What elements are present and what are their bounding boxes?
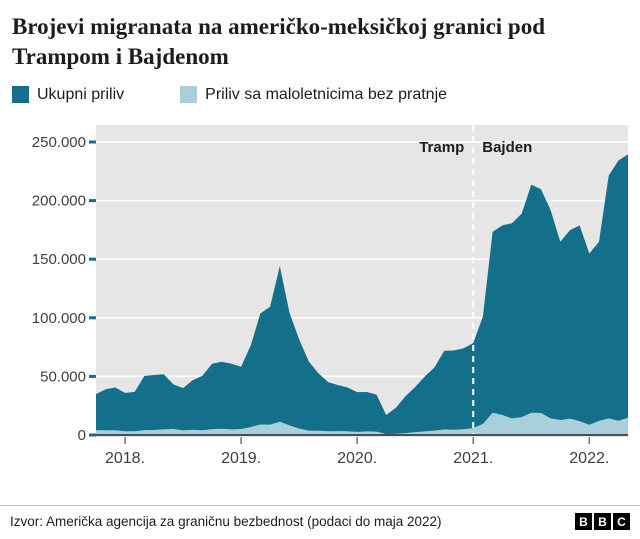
legend: Ukupni priliv Priliv sa maloletnicima be… <box>12 84 628 106</box>
footer: Izvor: Američka agencija za graničnu bez… <box>0 505 640 539</box>
source-text: Izvor: Američka agencija za graničnu bez… <box>10 514 442 529</box>
bbc-logo-block-b2: B <box>594 513 611 530</box>
annotation-bajden: Bajden <box>482 139 532 156</box>
x-tick-label: 2019. <box>221 450 261 467</box>
legend-item-minors: Priliv sa maloletnicima bez pratnje <box>180 86 447 104</box>
x-tick-label: 2018. <box>105 450 145 467</box>
y-tick-mark <box>89 257 96 261</box>
legend-label-minors: Priliv sa maloletnicima bez pratnje <box>205 85 448 103</box>
annotation-tramp: Tramp <box>419 139 464 156</box>
area-unaccompanied-minors <box>96 412 628 435</box>
y-tick-label: 50.000 <box>40 368 86 385</box>
y-tick-label: 150.000 <box>32 251 86 268</box>
y-tick-mark <box>89 316 96 320</box>
bbc-logo: B B C <box>575 513 630 530</box>
legend-label-total: Ukupni priliv <box>37 85 125 103</box>
bbc-logo-block-b1: B <box>575 513 592 530</box>
y-tick-mark <box>89 374 96 378</box>
y-tick-label: 200.000 <box>32 192 86 209</box>
x-tick-label: 2020. <box>337 450 377 467</box>
x-tick-label: 2022. <box>569 450 609 467</box>
chart-svg: Tramp Bajden 0 50.000 100.000 150.000 200.000 2… <box>32 124 628 467</box>
y-tick-label: 250.000 <box>32 134 86 151</box>
area-total-inflow <box>96 154 628 435</box>
legend-swatch-total <box>12 86 29 104</box>
y-tick-mark <box>89 198 96 202</box>
page-title: Brojevi migranata na američko-meksičkoj … <box>12 14 545 69</box>
x-tick-label: 2021. <box>453 450 493 467</box>
y-tick-mark <box>89 140 96 144</box>
legend-swatch-minors <box>180 86 198 104</box>
y-tick-mark <box>89 433 96 437</box>
legend-item-total: Ukupni priliv <box>12 86 124 104</box>
y-tick-label: 0 <box>78 427 86 444</box>
bbc-logo-block-c: C <box>613 513 630 530</box>
y-tick-label: 100.000 <box>32 310 86 327</box>
